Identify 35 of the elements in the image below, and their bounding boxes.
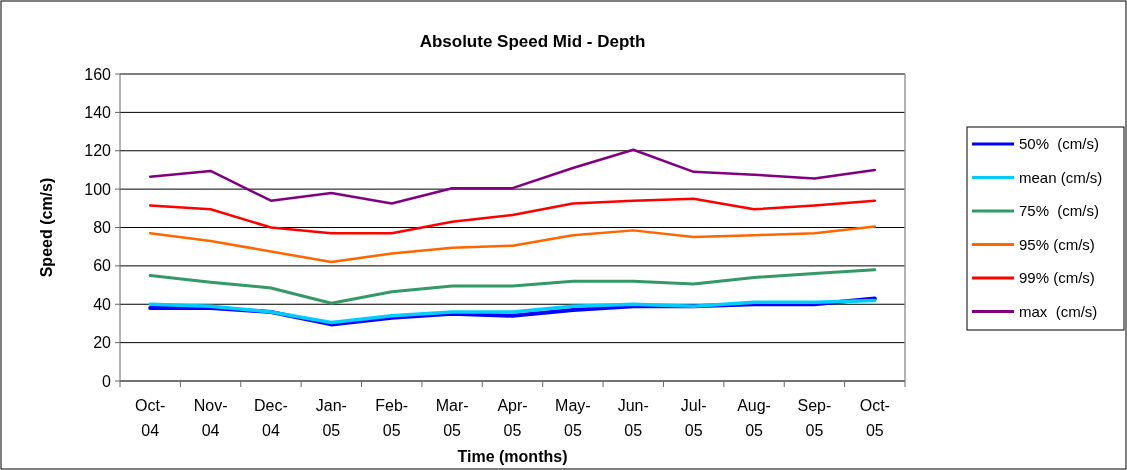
x-axis-title: Time (months) (457, 448, 568, 465)
x-tick-label: May-05 (555, 397, 591, 439)
x-tick-label: Oct-04 (135, 397, 166, 439)
legend-label: 99% (cm/s) (1019, 269, 1095, 287)
y-tick-label: 100 (84, 180, 112, 198)
y-tick-label: 80 (93, 219, 112, 237)
y-tick-label: 140 (84, 103, 112, 121)
legend-label: max (cm/s) (1019, 302, 1098, 320)
line-series (148, 148, 877, 205)
x-tick-label: Feb-05 (375, 397, 409, 439)
x-tick-label: Jul-05 (680, 397, 707, 439)
legend-label: 95% (cm/s) (1019, 235, 1095, 253)
y-tick-label: 120 (84, 142, 112, 160)
x-tick-label: Jun-05 (617, 397, 649, 439)
y-tick-label: 20 (93, 334, 112, 352)
x-tick-label: Apr-05 (497, 397, 528, 439)
x-tick-label: Aug-05 (737, 397, 771, 439)
y-tick-label: 60 (93, 257, 112, 275)
legend-label: mean (cm/s) (1019, 168, 1103, 186)
line-series (148, 225, 877, 264)
line-series (148, 197, 877, 235)
x-tick-label: Nov-04 (193, 397, 228, 439)
legend-label: 50% (cm/s) (1019, 135, 1100, 153)
x-tick-label: Dec-04 (254, 397, 288, 439)
chart-title: Absolute Speed Mid - Depth (419, 32, 646, 51)
y-tick-label: 160 (84, 65, 112, 83)
x-tick-label: Sep-05 (797, 397, 832, 439)
y-tick-label: 40 (93, 295, 112, 313)
y-axis-title: Speed (cm/s) (38, 177, 55, 278)
y-tick-label: 0 (102, 372, 112, 390)
legend-label: 75% (cm/s) (1019, 202, 1100, 220)
x-tick-label: Oct-05 (859, 397, 890, 439)
x-tick-label: Mar-05 (435, 397, 469, 439)
line-series (148, 268, 877, 305)
x-tick-label: Jan-05 (315, 397, 347, 439)
